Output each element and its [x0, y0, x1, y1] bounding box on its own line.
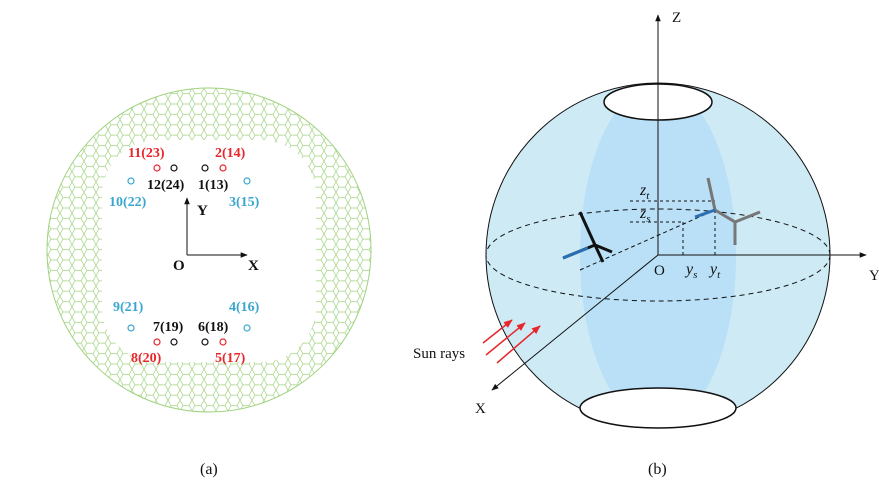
node-label: 3(15): [229, 195, 260, 210]
node-label: 12(24): [147, 178, 185, 193]
axis-label: O: [654, 263, 665, 279]
node-label: 2(14): [215, 146, 246, 161]
panel-a: 11(23) 2(14) 12(24) 1(13) 10(22) 3(15) 9…: [47, 88, 371, 478]
caption: (b): [648, 461, 667, 478]
panel-b: Sun rays Z Y X O zt zs ys yt (b): [413, 10, 879, 478]
node-label: 9(21): [113, 300, 144, 315]
sun-rays-label: Sun rays: [413, 346, 465, 362]
axis-label: X: [248, 258, 259, 274]
axis-label: Z: [672, 10, 681, 26]
mesh-sphere: [47, 88, 371, 412]
node-label: 1(13): [198, 178, 229, 193]
node-label: 6(18): [198, 320, 229, 335]
axis-label: Y: [197, 203, 208, 219]
node-label: 4(16): [229, 300, 260, 315]
node-label: 8(20): [131, 351, 162, 366]
axis-label: Y: [869, 268, 879, 284]
figure: 11(23) 2(14) 12(24) 1(13) 10(22) 3(15) 9…: [0, 0, 879, 497]
node-label: 7(19): [153, 320, 184, 335]
bottom-opening: [580, 388, 736, 428]
caption: (a): [200, 461, 218, 478]
axis-label: O: [173, 258, 185, 274]
node-label: 10(22): [109, 195, 147, 210]
axis-label: X: [475, 401, 486, 417]
node-label: 11(23): [128, 146, 165, 161]
node-label: 5(17): [215, 351, 246, 366]
